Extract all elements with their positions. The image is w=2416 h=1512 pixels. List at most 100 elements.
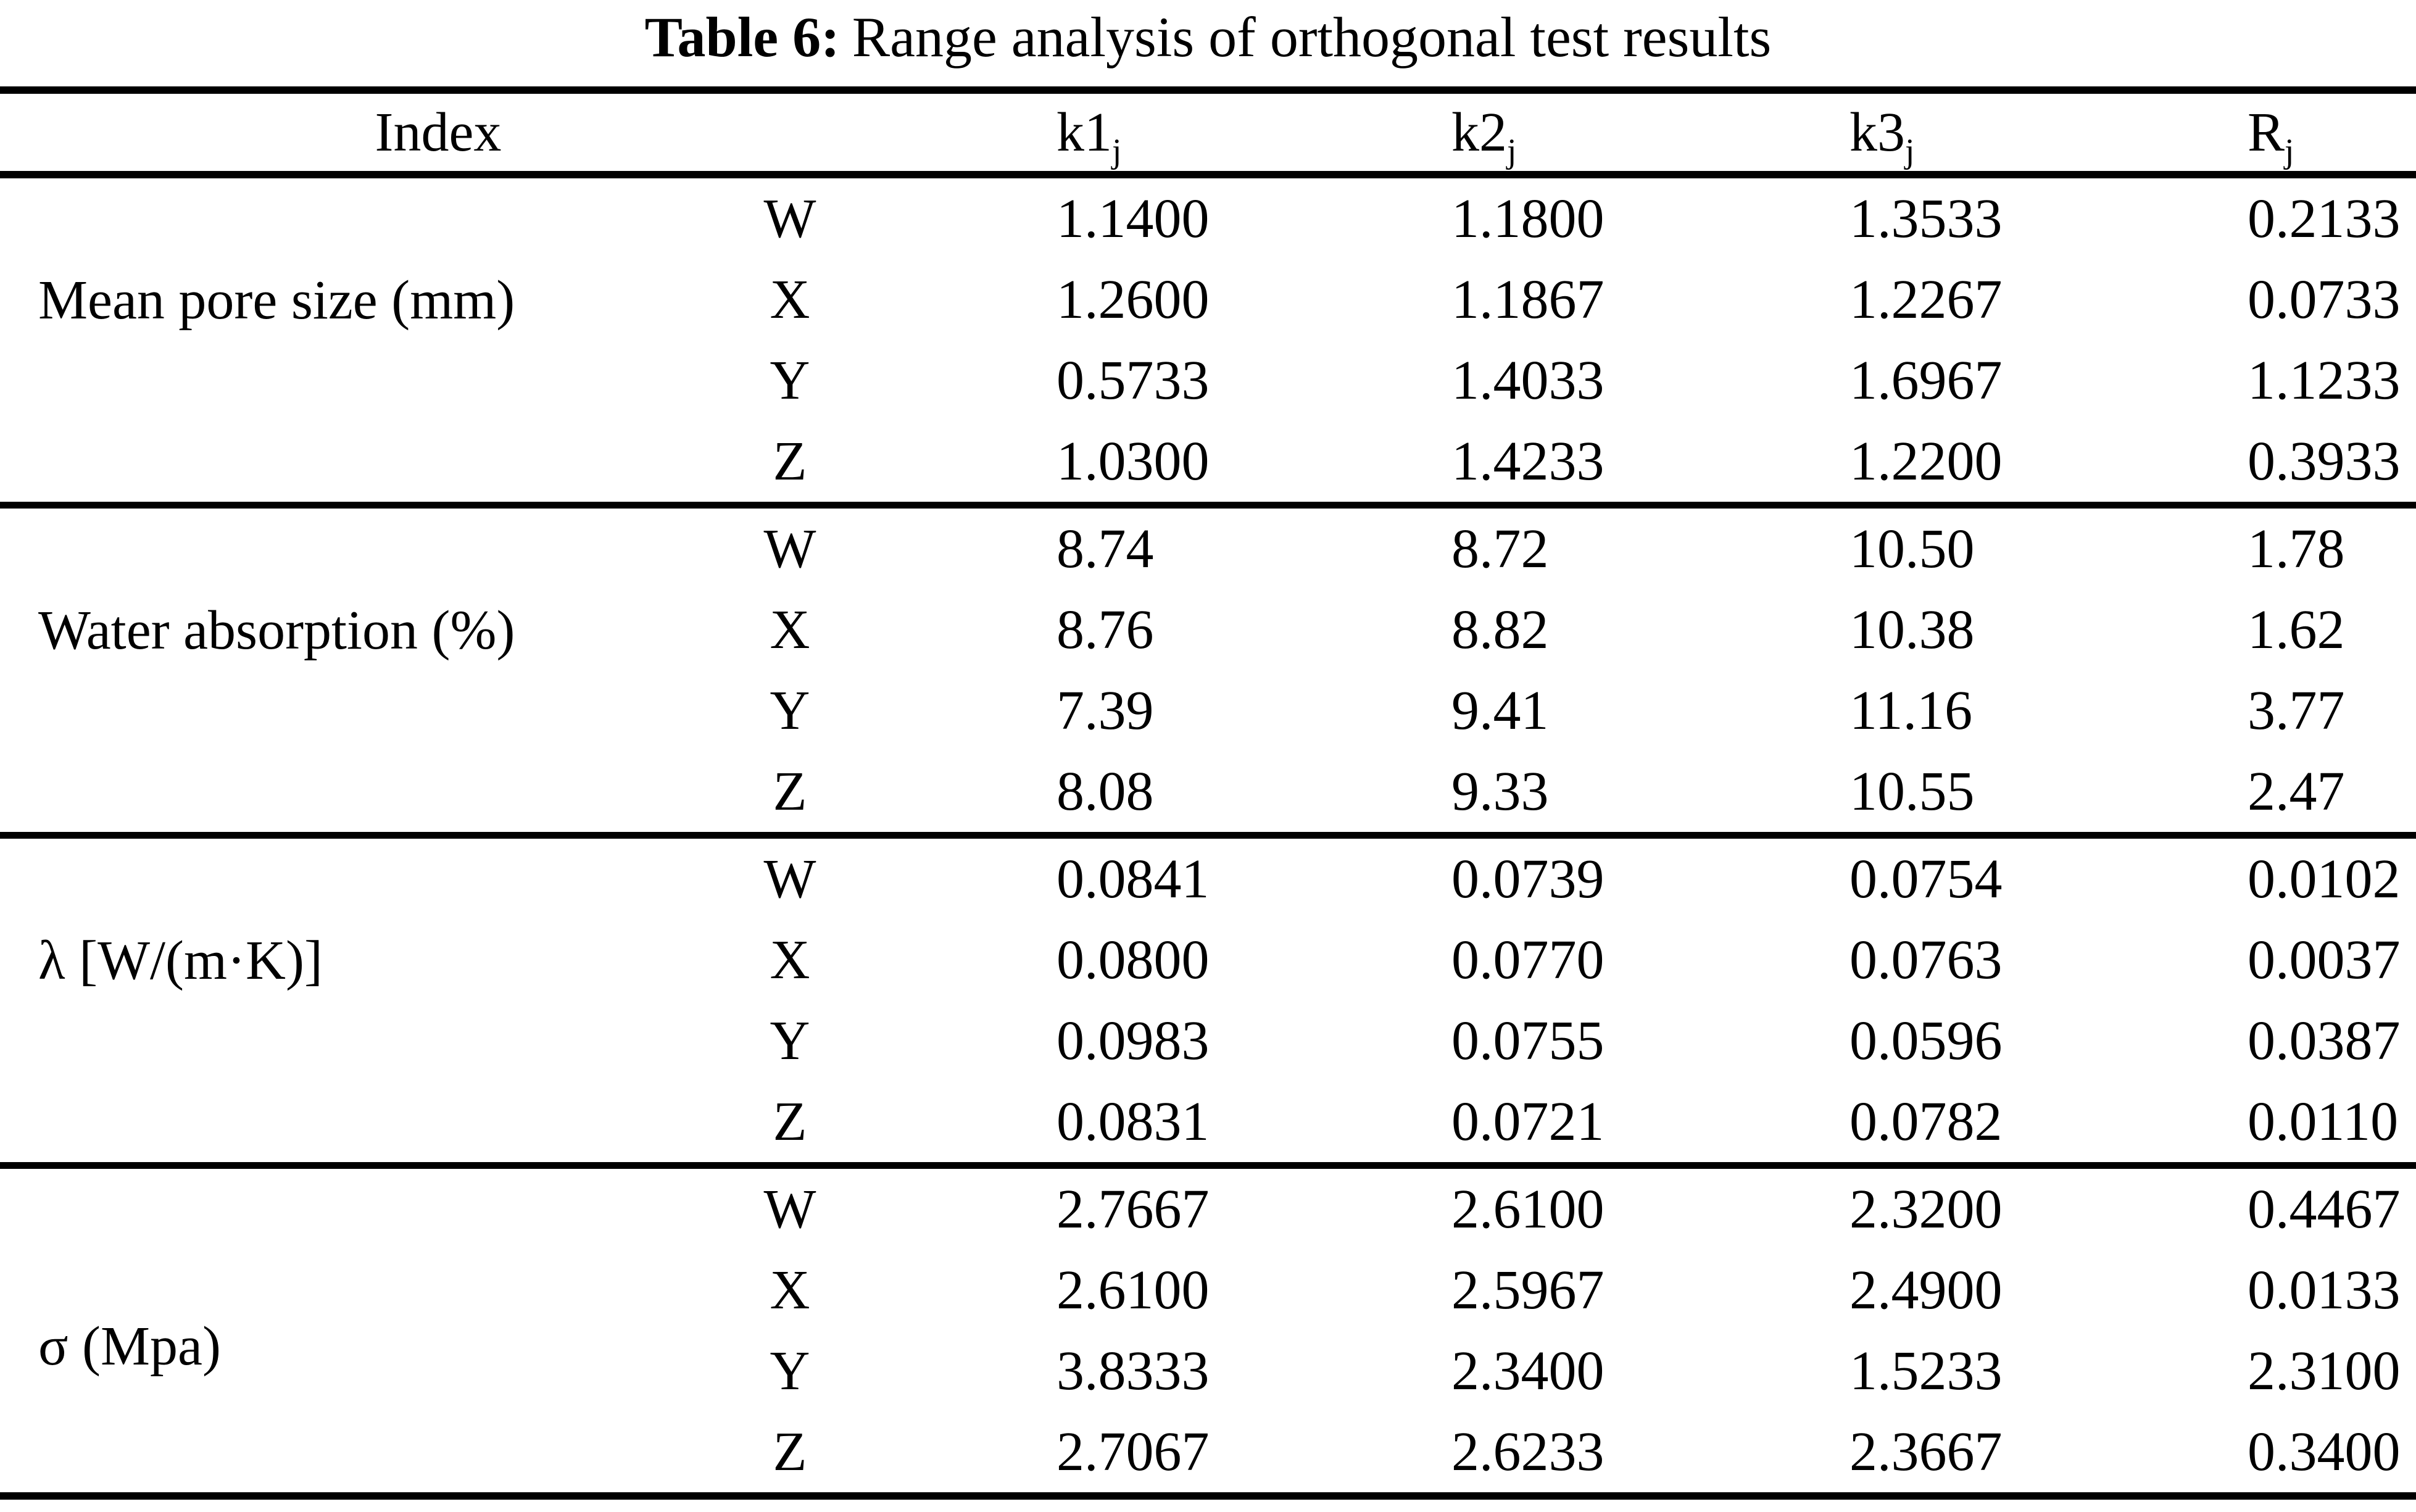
group-label: λ [W/(m·K)]: [38, 929, 323, 991]
value-cell: 0.0110: [2248, 1091, 2399, 1152]
value-cell: 0.0387: [2248, 1010, 2401, 1071]
value-cell: 0.0037: [2248, 929, 2401, 991]
value-cell: 1.0300: [1056, 431, 1210, 492]
header-subscript: j: [1112, 132, 1122, 170]
table-row: Y 7.39 9.41 11.16 3.77: [0, 670, 2416, 751]
value-cell: 8.74: [1056, 518, 1154, 579]
value-cell: 0.4467: [2248, 1179, 2401, 1240]
value-cell: 2.7667: [1056, 1179, 1210, 1240]
value-cell: 11.16: [1849, 680, 1973, 741]
factor-cell: Y: [770, 680, 810, 741]
value-cell: 2.6100: [1451, 1179, 1604, 1240]
table-row: X 8.76 8.82 10.38 1.62: [0, 589, 2416, 670]
factor-cell: Y: [770, 1010, 810, 1071]
value-cell: 1.1800: [1451, 188, 1604, 249]
value-cell: 0.0754: [1849, 849, 2003, 910]
value-cell: 2.4900: [1849, 1260, 2003, 1321]
value-cell: 1.1233: [2248, 350, 2401, 411]
factor-cell: Y: [770, 350, 810, 411]
value-cell: 0.5733: [1056, 350, 1210, 411]
value-cell: 0.0739: [1451, 849, 1604, 910]
factor-cell: X: [770, 269, 810, 330]
group-compressive-strength: σ (Mpa) W 2.7667 2.6100 2.3200 0.4467 X …: [0, 1166, 2416, 1497]
factor-cell: W: [763, 849, 816, 910]
table-row: X 0.0800 0.0770 0.0763 0.0037: [0, 920, 2416, 1000]
table-row: X 1.2600 1.1867 1.2267 0.0733: [0, 259, 2416, 340]
value-cell: 10.38: [1849, 599, 1975, 660]
group-label-cell: Water absorption (%): [0, 505, 704, 836]
group-label-cell: Mean pore size (mm): [0, 175, 704, 505]
caption-label: Table 6:: [644, 6, 840, 69]
value-cell: 0.0763: [1849, 929, 2003, 991]
value-cell: 2.47: [2248, 761, 2345, 822]
table-row: Mean pore size (mm) W 1.1400 1.1800 1.35…: [0, 175, 2416, 331]
caption-text: Range analysis of orthogonal test result…: [852, 6, 1772, 69]
value-cell: 2.6233: [1451, 1421, 1604, 1482]
group-label-cell: λ [W/(m·K)]: [0, 836, 704, 1166]
value-cell: 0.0841: [1056, 849, 1210, 910]
value-cell: 0.0782: [1849, 1091, 2003, 1152]
group-mean-pore-size: Mean pore size (mm) W 1.1400 1.1800 1.35…: [0, 175, 2416, 505]
value-cell: 0.3400: [2248, 1421, 2401, 1482]
factor-cell: Z: [773, 1091, 807, 1152]
value-cell: 1.3533: [1849, 188, 2003, 249]
value-cell: 0.0755: [1451, 1010, 1604, 1071]
value-cell: 1.5233: [1849, 1340, 2003, 1402]
table-row: X 2.6100 2.5967 2.4900 0.0133: [0, 1250, 2416, 1331]
group-label-cell: σ (Mpa): [0, 1166, 704, 1497]
table-row: Z 2.7067 2.6233 2.3667 0.3400: [0, 1411, 2416, 1496]
factor-cell: Y: [770, 1340, 810, 1402]
header-label: k2: [1451, 102, 1508, 163]
header-label: k1: [1056, 102, 1113, 163]
header-subscript: j: [2285, 132, 2294, 170]
value-cell: 3.77: [2248, 680, 2345, 741]
value-cell: 1.6967: [1849, 350, 2003, 411]
header-label: k3: [1849, 102, 1906, 163]
value-cell: 1.2200: [1849, 431, 2003, 492]
value-cell: 7.39: [1056, 680, 1154, 741]
value-cell: 0.0721: [1451, 1091, 1604, 1152]
value-cell: 8.72: [1451, 518, 1549, 579]
value-cell: 0.0133: [2248, 1260, 2401, 1321]
value-cell: 0.0770: [1451, 929, 1604, 991]
table-row: σ (Mpa) W 2.7667 2.6100 2.3200 0.4467: [0, 1166, 2416, 1377]
table-row: Z 0.0831 0.0721 0.0782 0.0110: [0, 1081, 2416, 1166]
value-cell: 1.62: [2248, 599, 2345, 660]
table-caption: Table 6: Range analysis of orthogonal tes…: [0, 5, 2416, 70]
value-cell: 0.3933: [2248, 431, 2401, 492]
header-subscript: j: [1905, 132, 1915, 170]
value-cell: 2.3400: [1451, 1340, 1604, 1402]
factor-cell: X: [770, 929, 810, 991]
table-row: Water absorption (%) W 8.74 8.72 10.50 1…: [0, 505, 2416, 661]
header-row: Index k1j k2j k3j Rj: [0, 90, 2416, 178]
k1-header: k1j: [876, 90, 1272, 178]
value-cell: 0.2133: [2248, 188, 2401, 249]
header-subscript: j: [1507, 132, 1517, 170]
value-cell: 2.3667: [1849, 1421, 2003, 1482]
factor-cell: X: [770, 599, 810, 660]
value-cell: 8.08: [1056, 761, 1154, 822]
factor-cell: Z: [773, 1421, 807, 1482]
value-cell: 0.0596: [1849, 1010, 2003, 1071]
value-cell: 10.55: [1849, 761, 1975, 822]
table-row: Z 8.08 9.33 10.55 2.47: [0, 751, 2416, 836]
value-cell: 8.82: [1451, 599, 1549, 660]
table-row: Y 0.0983 0.0755 0.0596 0.0387: [0, 1000, 2416, 1081]
value-cell: 8.76: [1056, 599, 1154, 660]
value-cell: 1.4033: [1451, 350, 1604, 411]
value-cell: 0.0800: [1056, 929, 1210, 991]
table-row: Z 1.0300 1.4233 1.2200 0.3933: [0, 421, 2416, 505]
value-cell: 1.1400: [1056, 188, 1210, 249]
group-thermal-conductivity: λ [W/(m·K)] W 0.0841 0.0739 0.0754 0.010…: [0, 836, 2416, 1166]
table-row: λ [W/(m·K)] W 0.0841 0.0739 0.0754 0.010…: [0, 836, 2416, 991]
factor-cell: W: [763, 188, 816, 249]
table-row: Y 0.5733 1.4033 1.6967 1.1233: [0, 340, 2416, 421]
r-header: Rj: [2067, 90, 2416, 178]
value-cell: 1.4233: [1451, 431, 1604, 492]
k2-header: k2j: [1271, 90, 1670, 178]
value-cell: 2.3200: [1849, 1179, 2003, 1240]
factor-cell: W: [763, 1179, 816, 1240]
header-label: R: [2248, 102, 2285, 163]
value-cell: 9.33: [1451, 761, 1549, 822]
group-label: σ (Mpa): [38, 1315, 221, 1377]
